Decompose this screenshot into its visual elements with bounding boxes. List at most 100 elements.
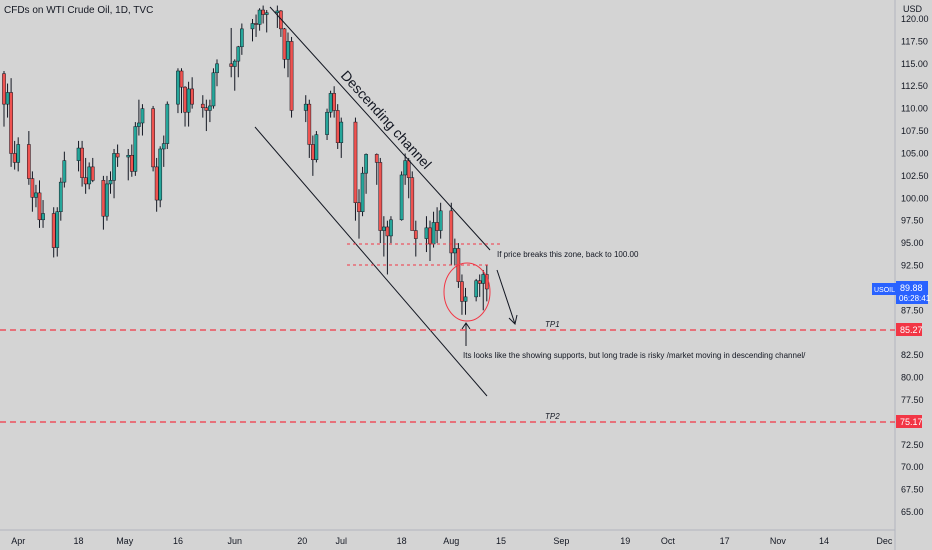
candle [101, 175, 106, 230]
candle-body [105, 183, 109, 217]
candle-body [112, 153, 116, 181]
candle [254, 14, 258, 37]
candle-body [236, 46, 241, 62]
candle [41, 200, 45, 228]
time-axis-label: 18 [397, 536, 407, 546]
support-circle[interactable] [443, 262, 491, 322]
tp2-price-tag [896, 415, 922, 428]
candle [357, 189, 361, 239]
candle-body [83, 177, 88, 185]
candle [463, 287, 468, 315]
candle-body [140, 108, 145, 124]
candle-body [428, 227, 432, 245]
tp1-price-text: 85.27 [900, 325, 923, 335]
candle [435, 207, 439, 244]
candle [126, 148, 131, 181]
price-tick-label: 92.50 [901, 261, 924, 271]
candle-body [424, 227, 429, 239]
candle [240, 23, 244, 55]
price-tick-label: 100.00 [901, 193, 929, 203]
candle-body [477, 280, 482, 284]
countdown-text: 06:28:41 [899, 294, 931, 303]
candle-body [303, 103, 308, 111]
price-tick-label: 112.50 [901, 81, 928, 91]
down-arrow-shaft [496, 269, 516, 325]
candle [261, 5, 265, 24]
candle [200, 95, 205, 118]
candle-series [2, 5, 489, 315]
price-tick-label: 87.50 [901, 305, 924, 315]
time-axis[interactable]: Apr 18 May 16 Jun 20 Jul 18 Aug 15 Sep 19 Oct 17 Nov 14… [0, 529, 895, 546]
candle-body [9, 92, 13, 154]
candle [27, 131, 31, 185]
time-axis-label: 16 [173, 536, 183, 546]
candle-body [90, 166, 95, 181]
candle-body [87, 166, 92, 185]
candle [286, 32, 290, 78]
tp2-level[interactable]: TP2 75.17 [0, 412, 923, 428]
candle-body [357, 202, 361, 212]
candle-body [12, 153, 17, 163]
candle-body [115, 153, 120, 158]
candle-body [58, 181, 63, 212]
down-arrow[interactable] [496, 269, 518, 325]
candle [460, 274, 464, 315]
breakout-zone[interactable]: If price breaks this zone, back to 100.0… [347, 243, 639, 266]
last-price-tag[interactable]: USOIL 89.88 06:28:41 [872, 281, 931, 304]
candle-body [474, 280, 478, 298]
candle [5, 83, 10, 118]
candle [9, 78, 13, 167]
candle [161, 135, 166, 167]
candle-body [108, 180, 113, 185]
candle [424, 216, 429, 253]
symbol-tag [872, 283, 896, 295]
candle [12, 140, 17, 170]
candle [335, 104, 340, 149]
candle-body [80, 147, 84, 178]
time-axis-label: Jul [335, 536, 347, 546]
candle [133, 122, 138, 176]
candle-body [176, 70, 180, 105]
last-price-box [896, 281, 928, 304]
tp1-level[interactable]: TP1 85.27 [0, 320, 923, 336]
candle [275, 5, 280, 28]
candle-body [126, 154, 131, 158]
candle-body [382, 226, 386, 231]
candle-body [257, 9, 262, 25]
price-tick-label: 107.50 [901, 126, 929, 136]
chart-title: CFDs on WTI Crude Oil, 1D, TVC [4, 5, 154, 16]
time-axis-label: Aug [443, 536, 459, 546]
candle-body [403, 160, 407, 176]
candle [129, 144, 134, 177]
candle-body [37, 192, 42, 221]
candle [360, 166, 365, 217]
price-tick-label: 70.00 [901, 462, 924, 472]
candle-body [30, 178, 35, 198]
candle [236, 45, 241, 78]
price-tick-label: 117.50 [901, 36, 928, 46]
candle-body [481, 274, 486, 284]
candle-body [215, 63, 219, 74]
candle [37, 180, 42, 228]
candle [105, 175, 109, 221]
tp2-price-text: 75.17 [900, 417, 923, 427]
candle [413, 220, 418, 257]
candle [264, 10, 269, 33]
tp1-price-tag [896, 323, 922, 336]
candle [229, 27, 234, 78]
candle [332, 86, 336, 118]
candle-body [364, 154, 368, 174]
candle [190, 77, 195, 109]
up-arrow[interactable] [461, 322, 471, 346]
channel-lower-line[interactable] [254, 126, 488, 397]
price-axis[interactable]: USD 120.00 117.50 115.00 112.50 110.00 107.50… [894, 0, 929, 550]
candle [353, 117, 358, 221]
candle-body [232, 60, 237, 67]
time-axis-label: Apr [11, 536, 25, 546]
channel-upper-line[interactable] [269, 6, 491, 251]
time-axis-label: 20 [297, 536, 307, 546]
candle-body [410, 177, 415, 231]
time-axis-label: Nov [770, 536, 787, 546]
support-note: Its looks like the showing supports, but… [463, 351, 806, 360]
